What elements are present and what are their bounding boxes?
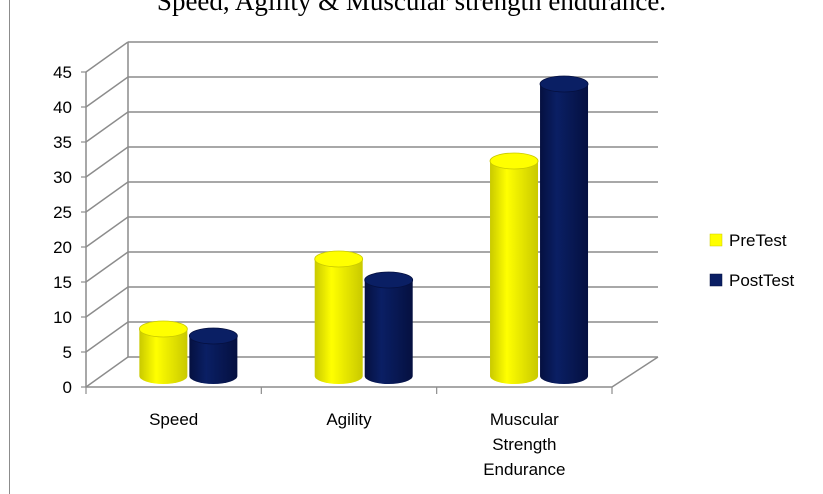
chart-frame (9, 0, 823, 494)
bar-top-pretest-1 (314, 250, 364, 268)
gridline-diagonal (85, 321, 129, 353)
bar-top-pretest-2 (489, 152, 539, 170)
gridline-diagonal (85, 216, 129, 248)
y-tick-label: 15 (53, 273, 72, 292)
y-tick-label: 0 (63, 378, 72, 397)
legend-label-posttest: PostTest (729, 271, 794, 290)
chart-title: Speed, Agility & Muscular strength endur… (156, 0, 667, 16)
bars (138, 75, 589, 384)
x-axis: Speed Agility Muscular Strength Endurance (85, 387, 613, 479)
bar-top-posttest-0 (188, 327, 238, 345)
gridline-diagonal (85, 41, 129, 73)
x-tick-label: Agility (326, 410, 372, 429)
bar-pretest-0 (139, 329, 188, 384)
y-tick-label: 45 (53, 63, 72, 82)
gridline-diagonal (85, 76, 129, 108)
x-tick-label: Muscular (490, 410, 559, 429)
legend: PreTest PostTest (709, 231, 794, 290)
bar-top-pretest-0 (138, 320, 188, 338)
gridline-diagonal (85, 251, 129, 283)
y-tick-label: 35 (53, 133, 72, 152)
y-tick-label: 30 (53, 168, 72, 187)
bar-posttest-2 (540, 84, 589, 384)
gridline-diagonal (85, 286, 129, 318)
bar-posttest-1 (364, 280, 413, 384)
legend-swatch-pretest (709, 233, 723, 247)
y-tick-label: 5 (63, 343, 72, 362)
bar-top-posttest-2 (539, 75, 589, 93)
x-tick-label: Endurance (483, 460, 565, 479)
y-tick-label: 20 (53, 238, 72, 257)
gridline-diagonal (85, 181, 129, 213)
gridline-diagonal (85, 356, 129, 388)
y-tick-label: 40 (53, 98, 72, 117)
bar-top-posttest-1 (364, 271, 414, 289)
x-tick-label: Strength (492, 435, 556, 454)
bar-pretest-2 (490, 161, 539, 384)
gridline-diagonal (85, 111, 129, 143)
legend-swatch-posttest (709, 273, 723, 287)
y-tick-label: 25 (53, 203, 72, 222)
bar-posttest-0 (189, 336, 238, 384)
x-tick-label: Speed (149, 410, 198, 429)
y-tick-label: 10 (53, 308, 72, 327)
bar-pretest-1 (314, 259, 363, 384)
gridline-diagonal (85, 146, 129, 178)
y-axis: 0 5 10 15 20 25 30 35 40 45 (53, 63, 86, 397)
legend-label-pretest: PreTest (729, 231, 787, 250)
